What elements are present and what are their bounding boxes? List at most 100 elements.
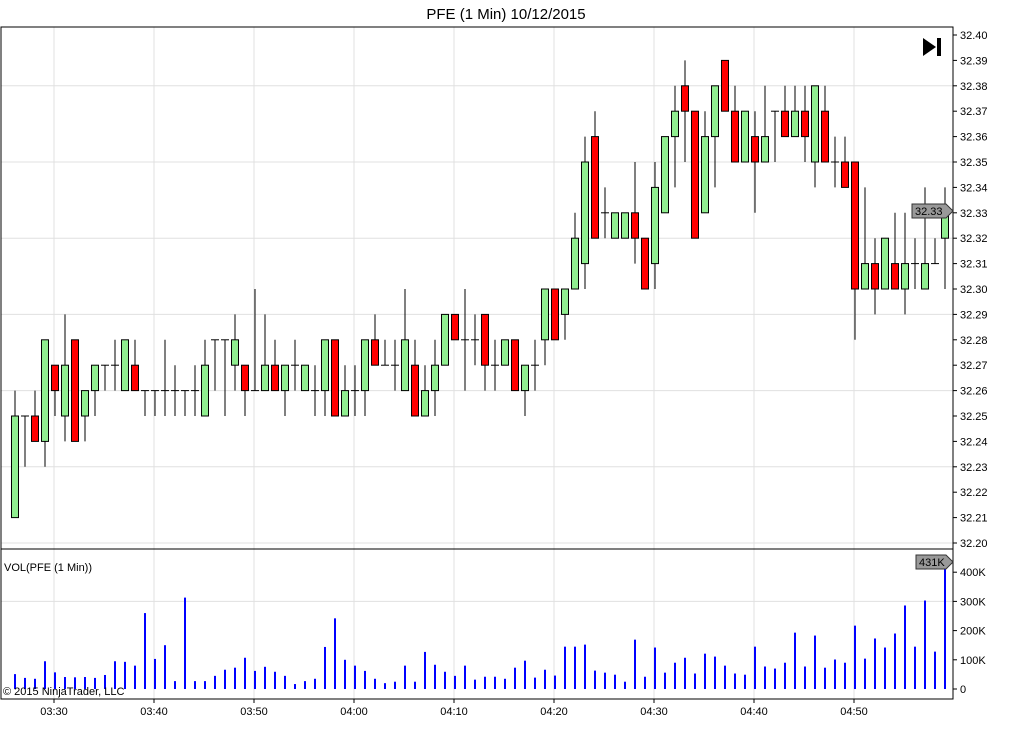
volume-bar bbox=[24, 677, 26, 689]
volume-bar bbox=[324, 646, 326, 689]
candle bbox=[661, 136, 669, 214]
volume-bar bbox=[184, 597, 186, 689]
candle-body-up bbox=[881, 237, 889, 290]
candle-body-up bbox=[901, 263, 909, 290]
volume-bar bbox=[34, 678, 36, 689]
candle-body-up bbox=[91, 364, 99, 392]
volume-bar bbox=[924, 600, 926, 689]
candle-body-down bbox=[371, 339, 379, 366]
volume-bar bbox=[364, 670, 366, 689]
candle bbox=[361, 339, 369, 416]
price-tick-label: 32.26 bbox=[960, 386, 988, 398]
candle-body-up bbox=[571, 237, 579, 290]
candle bbox=[931, 238, 939, 265]
volume-tick-label: 100K bbox=[960, 655, 986, 667]
candle-body-up bbox=[921, 263, 929, 290]
candle bbox=[491, 339, 499, 391]
volume-bar bbox=[404, 665, 406, 689]
candle-body-down bbox=[681, 85, 689, 112]
volume-bar bbox=[64, 677, 66, 689]
volume-bar bbox=[734, 673, 736, 689]
candle-body-down bbox=[631, 212, 639, 239]
candle-body-down bbox=[31, 415, 39, 442]
volume-bar bbox=[674, 662, 676, 689]
candle bbox=[881, 237, 889, 290]
candle bbox=[201, 339, 209, 417]
candle-body-up bbox=[711, 85, 719, 138]
candle-body-up bbox=[791, 110, 799, 138]
volume-bar bbox=[574, 646, 576, 689]
volume-bar bbox=[534, 677, 536, 689]
volume-bar bbox=[824, 667, 826, 689]
candle bbox=[31, 390, 39, 442]
volume-bar bbox=[744, 674, 746, 689]
candle bbox=[61, 314, 69, 442]
volume-bar bbox=[454, 675, 456, 689]
volume-bar bbox=[234, 667, 236, 689]
volume-bar bbox=[264, 666, 266, 689]
candle bbox=[401, 289, 409, 392]
candle-body-down bbox=[731, 110, 739, 163]
candle bbox=[471, 314, 479, 366]
candle-body-up bbox=[361, 339, 369, 392]
candle-body-down bbox=[781, 110, 789, 138]
volume-bar bbox=[654, 647, 656, 689]
time-tick-label: 03:50 bbox=[240, 706, 268, 718]
candle-body-down bbox=[891, 263, 899, 290]
chart-frame bbox=[0, 26, 954, 700]
candle-body-down bbox=[71, 339, 79, 442]
price-tick-label: 32.32 bbox=[960, 233, 988, 245]
volume-bar bbox=[444, 671, 446, 689]
volume-bar bbox=[334, 618, 336, 689]
candle bbox=[121, 339, 129, 392]
candle bbox=[711, 85, 719, 188]
candle-body-down bbox=[691, 110, 699, 239]
price-tick-label: 32.27 bbox=[960, 360, 988, 372]
candle-body-up bbox=[671, 110, 679, 138]
volume-bar bbox=[904, 605, 906, 689]
candle bbox=[751, 111, 759, 213]
skip-to-end-icon[interactable] bbox=[923, 38, 941, 56]
candle bbox=[441, 313, 449, 366]
volume-tick-label: 300K bbox=[960, 596, 986, 608]
candle bbox=[221, 339, 229, 416]
candle bbox=[131, 339, 139, 392]
candle-body-down bbox=[821, 110, 829, 163]
candle bbox=[141, 390, 149, 416]
volume-bar bbox=[694, 673, 696, 689]
volume-bar bbox=[484, 676, 486, 689]
volume-bar bbox=[584, 644, 586, 689]
candle bbox=[581, 136, 589, 289]
candle bbox=[111, 339, 119, 391]
candle bbox=[531, 339, 539, 391]
price-tick-label: 32.39 bbox=[960, 55, 988, 67]
volume-bar bbox=[764, 666, 766, 689]
volume-bar bbox=[624, 681, 626, 689]
volume-bar bbox=[294, 684, 296, 689]
candle bbox=[701, 111, 709, 214]
price-tick-label: 32.22 bbox=[960, 487, 988, 499]
volume-bar bbox=[794, 632, 796, 689]
candle-body-down bbox=[841, 161, 849, 188]
candle-body-up bbox=[61, 364, 69, 417]
volume-bar bbox=[914, 646, 916, 689]
candle bbox=[761, 85, 769, 163]
candle bbox=[461, 289, 469, 391]
volume-bar bbox=[864, 658, 866, 689]
candle-body-up bbox=[701, 136, 709, 214]
candle bbox=[791, 85, 799, 138]
candle bbox=[241, 364, 249, 416]
candle-body-up bbox=[431, 364, 439, 392]
candle-body-up bbox=[231, 339, 239, 366]
candle bbox=[771, 110, 779, 162]
price-tick-label: 32.30 bbox=[960, 284, 988, 296]
volume-bar bbox=[354, 665, 356, 689]
candle bbox=[321, 339, 329, 416]
candle-body-down bbox=[51, 364, 59, 392]
time-tick-label: 04:30 bbox=[640, 706, 668, 718]
price-tick-label: 32.33 bbox=[960, 208, 988, 220]
candle bbox=[301, 364, 309, 392]
candle-body-down bbox=[751, 136, 759, 163]
volume-bars bbox=[14, 563, 946, 689]
volume-bar bbox=[194, 681, 196, 689]
